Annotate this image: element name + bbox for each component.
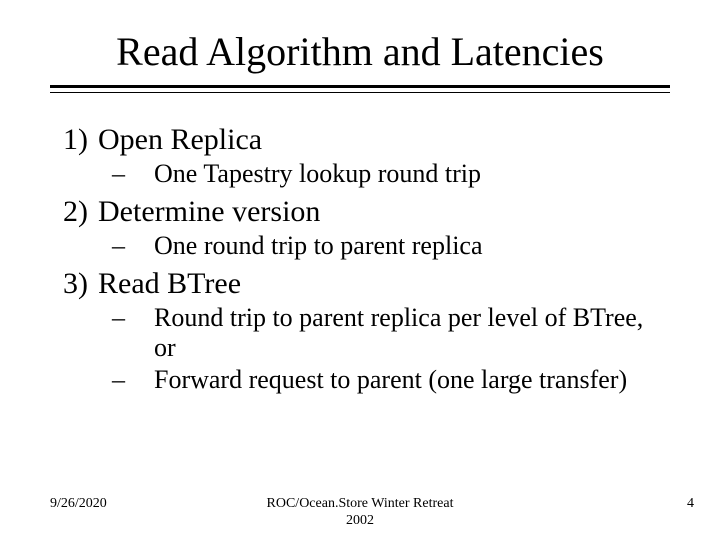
slide: Read Algorithm and Latencies 1) Open Rep… [0, 0, 720, 540]
list-subitem: – Round trip to parent replica per level… [112, 303, 670, 363]
list-subitem: – One Tapestry lookup round trip [112, 159, 670, 189]
subitem-text: Round trip to parent replica per level o… [154, 303, 670, 363]
list-item: 3) Read BTree [54, 267, 670, 301]
list-number: 2) [54, 195, 98, 229]
subitem-text: Forward request to parent (one large tra… [154, 365, 670, 395]
dash-icon: – [112, 365, 154, 395]
list-number: 1) [54, 123, 98, 157]
slide-body: 1) Open Replica – One Tapestry lookup ro… [50, 123, 670, 395]
footer-date: 9/26/2020 [50, 496, 107, 512]
list-number: 3) [54, 267, 98, 301]
dash-icon: – [112, 159, 154, 189]
footer-page-number: 4 [687, 496, 694, 512]
title-underline [50, 85, 670, 95]
list-subitem: – Forward request to parent (one large t… [112, 365, 670, 395]
subitem-text: One Tapestry lookup round trip [154, 159, 670, 189]
slide-title: Read Algorithm and Latencies [50, 28, 670, 75]
list-item: 2) Determine version [54, 195, 670, 229]
footer-center-text: ROC/Ocean.Store Winter Retreat2002 [267, 496, 454, 528]
list-subitem: – One round trip to parent replica [112, 231, 670, 261]
list-label: Determine version [98, 195, 320, 229]
footer-center: ROC/Ocean.Store Winter Retreat2002 [0, 496, 720, 530]
dash-icon: – [112, 231, 154, 261]
list-item: 1) Open Replica [54, 123, 670, 157]
dash-icon: – [112, 303, 154, 363]
subitem-text: One round trip to parent replica [154, 231, 670, 261]
list-label: Read BTree [98, 267, 241, 301]
title-underline-thin [50, 92, 670, 93]
title-underline-thick [50, 85, 670, 88]
slide-footer: 9/26/2020 ROC/Ocean.Store Winter Retreat… [0, 496, 720, 530]
list-label: Open Replica [98, 123, 262, 157]
